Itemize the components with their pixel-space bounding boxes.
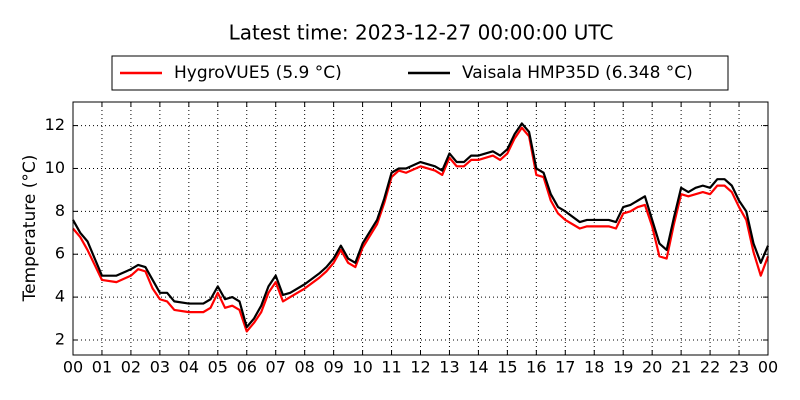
- x-tick-label: 08: [294, 358, 314, 377]
- x-tick-label: 19: [613, 358, 633, 377]
- x-tick-label: 17: [555, 358, 575, 377]
- y-tick-label: 4: [55, 287, 65, 306]
- y-tick-label: 12: [45, 115, 65, 134]
- y-tick-label: 2: [55, 329, 65, 348]
- x-tick-label: 13: [439, 358, 459, 377]
- x-tick-label: 00: [758, 358, 778, 377]
- x-tick-label: 07: [266, 358, 286, 377]
- legend-label: HygroVUE5 (5.9 °C): [174, 63, 342, 83]
- y-tick-label: 8: [55, 201, 65, 220]
- legend-label: Vaisala HMP35D (6.348 °C): [462, 63, 693, 83]
- x-tick-label: 18: [584, 358, 604, 377]
- y-axis-label: Temperature (°C): [20, 155, 40, 303]
- x-tick-label: 04: [179, 358, 199, 377]
- x-tick-label: 22: [700, 358, 720, 377]
- x-tick-label: 21: [671, 358, 691, 377]
- x-tick-label: 05: [208, 358, 228, 377]
- x-tick-label: 23: [729, 358, 749, 377]
- plot-frame: [72, 101, 769, 356]
- y-tick-label: 6: [55, 244, 65, 263]
- chart-title: Latest time: 2023-12-27 00:00:00 UTC: [229, 21, 614, 45]
- x-tick-label: 15: [497, 358, 517, 377]
- x-tick-label: 06: [237, 358, 257, 377]
- x-tick-label: 10: [352, 358, 372, 377]
- x-tick-label: 12: [410, 358, 430, 377]
- x-tick-label: 09: [323, 358, 343, 377]
- x-tick-label: 16: [526, 358, 546, 377]
- y-tick-label: 10: [45, 158, 65, 177]
- series-line: [72, 122, 770, 329]
- series-line: [72, 126, 770, 333]
- x-tick-label: 02: [121, 358, 141, 377]
- x-tick-label: 20: [642, 358, 662, 377]
- x-tick-label: 14: [468, 358, 488, 377]
- x-tick-label: 03: [150, 358, 170, 377]
- x-tick-label: 11: [381, 358, 401, 377]
- x-tick-label: 01: [92, 358, 112, 377]
- x-tick-label: 00: [63, 358, 83, 377]
